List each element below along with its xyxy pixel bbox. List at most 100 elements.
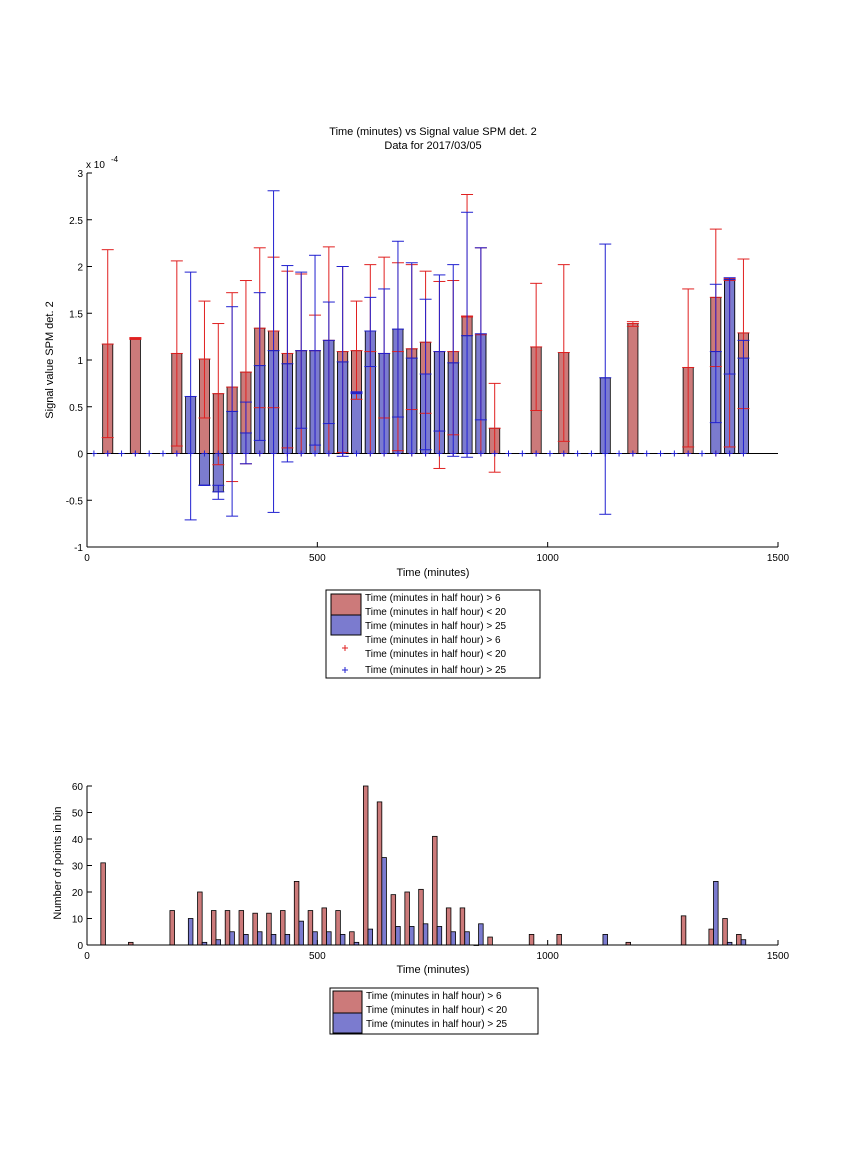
legend-2: Time (minutes in half hour) > 6 Time (mi… bbox=[329, 987, 539, 1035]
chart2-x-tick-label-1: 500 bbox=[309, 951, 326, 962]
count-chart: Number of points in bin Time (minutes) 0… bbox=[52, 782, 790, 976]
blue-marker-30 bbox=[505, 450, 512, 457]
blue-error-bar-12 bbox=[350, 391, 363, 395]
red-error-bar-1 bbox=[129, 337, 142, 340]
blue-count-bar-13 bbox=[367, 928, 374, 946]
blue-marker-40 bbox=[643, 450, 650, 457]
red-count-bar-24 bbox=[487, 936, 493, 946]
x-axis-label: Time (minutes) bbox=[397, 567, 470, 579]
chart2-y-tick-label-1: 10 bbox=[72, 915, 84, 926]
red-count-bar-25 bbox=[528, 934, 535, 946]
blue-marker-16 bbox=[312, 450, 319, 457]
blue-marker-35 bbox=[574, 450, 581, 457]
chart1-x-tick-label-2: 1000 bbox=[537, 553, 560, 564]
red-error-bar-0 bbox=[101, 249, 114, 439]
chart2-y-tick-label-2: 20 bbox=[72, 888, 84, 899]
blue-marker-6 bbox=[173, 450, 180, 457]
blue-error-bar-8 bbox=[295, 271, 308, 429]
blue-error-bar-21 bbox=[474, 247, 487, 421]
blue-count-bar-15 bbox=[395, 926, 401, 946]
blue-markers bbox=[90, 450, 747, 457]
blue-marker-29 bbox=[491, 450, 498, 457]
chart1-y-tick-label-7: 2.5 bbox=[69, 216, 83, 227]
red-error-bar-27 bbox=[626, 321, 639, 327]
y-axis-label-2: Number of points in bin bbox=[52, 806, 64, 919]
chart1-y-tick-label-8: 3 bbox=[77, 169, 83, 180]
red-error-bar-4 bbox=[212, 323, 225, 466]
red-count-bar-13 bbox=[335, 910, 341, 946]
legend-2-swatch-red bbox=[332, 990, 363, 1014]
red-count-bar-31 bbox=[736, 934, 742, 946]
blue-error-bar-24 bbox=[723, 277, 736, 375]
legend-1-marker-red bbox=[342, 645, 348, 651]
chart1-y-tick-label-3: 0.5 bbox=[69, 403, 83, 414]
blue-marker-14 bbox=[284, 450, 291, 457]
blue-error-bar-11 bbox=[336, 266, 349, 457]
signal-chart: Time (minutes) vs Signal value SPM det. … bbox=[44, 126, 790, 579]
blue-marker-5 bbox=[160, 450, 167, 457]
blue-marker-12 bbox=[256, 450, 263, 457]
red-count-bar-7 bbox=[252, 912, 258, 946]
chart2-x-tick-label-2: 1000 bbox=[537, 951, 560, 962]
blue-count-bar-17 bbox=[422, 923, 429, 946]
blue-marker-17 bbox=[325, 450, 332, 457]
blue-marker-23 bbox=[408, 450, 415, 457]
blue-marker-38 bbox=[616, 450, 623, 457]
blue-marker-46 bbox=[726, 450, 733, 457]
red-error-bar-25 bbox=[530, 282, 543, 411]
blue-count-bar-19 bbox=[450, 931, 456, 946]
red-count-bar-29 bbox=[708, 928, 714, 946]
red-count-bar-14 bbox=[349, 931, 355, 946]
blue-marker-43 bbox=[685, 450, 692, 457]
blue-marker-31 bbox=[519, 450, 526, 457]
blue-count-bars bbox=[187, 857, 747, 946]
red-error-bar-28 bbox=[682, 288, 695, 448]
blue-count-bar-5 bbox=[257, 931, 263, 946]
legend-1-label-blue: Time (minutes in half hour) > 25 bbox=[365, 621, 507, 632]
red-count-bar-18 bbox=[404, 891, 410, 946]
red-count-bar-4 bbox=[210, 910, 217, 946]
blue-error-bar-15 bbox=[391, 240, 404, 418]
blue-marker-22 bbox=[394, 450, 401, 457]
blue-error-bar-18 bbox=[433, 274, 446, 432]
blue-marker-9 bbox=[215, 450, 222, 457]
red-count-bar-3 bbox=[197, 891, 203, 946]
chart1-y-tick-label-5: 1.5 bbox=[69, 309, 83, 320]
red-count-bar-21 bbox=[445, 907, 452, 946]
blue-error-bar-22 bbox=[599, 243, 612, 515]
blue-marker-7 bbox=[187, 450, 194, 457]
legend-1-box bbox=[325, 589, 541, 679]
red-count-bar-22 bbox=[459, 907, 466, 946]
red-count-bar-11 bbox=[307, 910, 314, 946]
legend-1-label-mk-red-a: Time (minutes in half hour) > 6 bbox=[365, 635, 501, 646]
legend-1-label-mk-red-b: Time (minutes in half hour) < 20 bbox=[365, 649, 507, 660]
blue-marker-2 bbox=[118, 450, 125, 457]
red-count-bar-16 bbox=[376, 801, 383, 946]
legend-2-label-blue: Time (minutes in half hour) > 25 bbox=[366, 1019, 508, 1030]
red-count-bar-9 bbox=[280, 910, 286, 946]
blue-count-bar-11 bbox=[339, 934, 346, 946]
blue-count-bar-7 bbox=[284, 934, 291, 946]
blue-marker-34 bbox=[560, 450, 567, 457]
blue-marker-20 bbox=[367, 450, 374, 457]
chart1-x-tick-label-0: 0 bbox=[84, 553, 90, 564]
chart2-y-tick-label-3: 30 bbox=[72, 862, 84, 873]
chart2-x-tick-label-0: 0 bbox=[84, 951, 90, 962]
blue-error-bar-23 bbox=[709, 283, 722, 424]
legend-1-label-mk-blue: Time (minutes in half hour) > 25 bbox=[365, 665, 507, 676]
blue-count-bar-14 bbox=[381, 857, 387, 946]
red-count-bar-12 bbox=[321, 907, 327, 946]
red-bar-1 bbox=[129, 338, 141, 454]
blue-marker-25 bbox=[436, 450, 443, 457]
red-error-bar-24 bbox=[488, 382, 501, 473]
blue-error-bar-0 bbox=[184, 271, 197, 521]
red-bar-27 bbox=[627, 323, 639, 454]
chart2-x-tick-label-3: 1500 bbox=[767, 951, 790, 962]
blue-error-bar-3 bbox=[226, 306, 239, 517]
blue-count-bar-22 bbox=[602, 934, 608, 946]
y-exponent-power: -4 bbox=[111, 155, 119, 164]
red-count-bar-30 bbox=[722, 918, 728, 946]
blue-count-bar-2 bbox=[215, 939, 221, 946]
chart-subtitle: Data for 2017/03/05 bbox=[384, 140, 481, 152]
